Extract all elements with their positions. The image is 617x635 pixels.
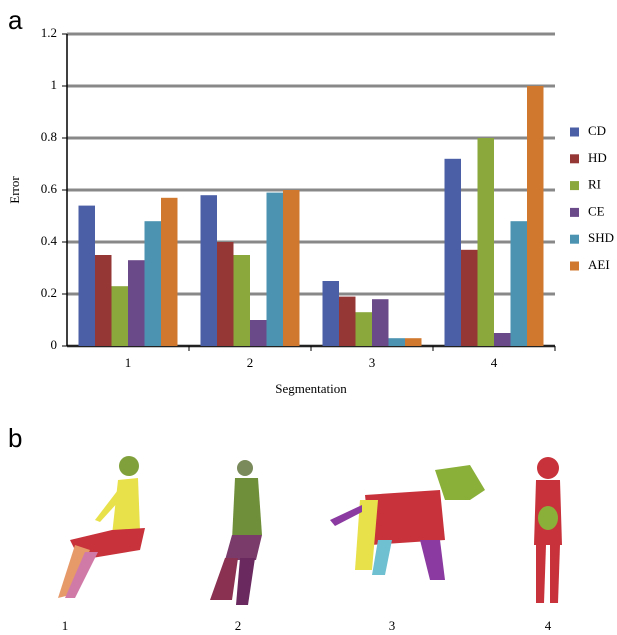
- bar: [234, 255, 251, 346]
- bar: [95, 255, 112, 346]
- bar: [511, 221, 528, 346]
- bar: [494, 333, 511, 346]
- legend-label: AEI: [588, 257, 610, 272]
- legend-label: CE: [588, 203, 605, 218]
- image-caption: 1: [62, 618, 69, 633]
- y-tick-label: 1.2: [41, 25, 57, 40]
- image-caption: 3: [389, 618, 396, 633]
- bar: [128, 260, 145, 346]
- bar: [445, 159, 462, 346]
- bar: [283, 190, 300, 346]
- y-tick-label: 0.4: [41, 233, 58, 248]
- bar: [161, 198, 178, 346]
- x-axis-label: Segmentation: [275, 381, 347, 396]
- model-3: [330, 465, 485, 580]
- legend-swatch: [570, 208, 579, 217]
- legend-label: CD: [588, 123, 606, 138]
- bar: [267, 193, 284, 346]
- bar: [372, 299, 389, 346]
- legend-label: HD: [588, 150, 607, 165]
- y-tick-label: 1: [51, 77, 58, 92]
- model-4: [534, 457, 562, 603]
- legend-swatch: [570, 181, 579, 190]
- legend-label: RI: [588, 177, 601, 192]
- legend-swatch: [570, 128, 579, 137]
- y-tick-label: 0.8: [41, 129, 57, 144]
- bar: [389, 338, 406, 346]
- panel-label: a: [8, 5, 23, 35]
- bar: [79, 206, 96, 346]
- legend-label: SHD: [588, 230, 614, 245]
- x-tick-label: 2: [247, 355, 254, 370]
- bar: [112, 286, 129, 346]
- panel-label: b: [8, 423, 22, 453]
- legend-swatch: [570, 154, 579, 163]
- bar: [217, 242, 234, 346]
- y-tick-label: 0.6: [41, 181, 58, 196]
- bar: [527, 86, 544, 346]
- x-tick-label: 3: [369, 355, 376, 370]
- bar: [356, 312, 373, 346]
- y-tick-label: 0: [51, 337, 58, 352]
- bar: [339, 297, 356, 346]
- x-tick-label: 1: [125, 355, 132, 370]
- y-tick-label: 0.2: [41, 285, 57, 300]
- y-axis-label: Error: [7, 176, 22, 204]
- x-tick-label: 4: [491, 355, 498, 370]
- image-caption: 4: [545, 618, 552, 633]
- bar: [201, 195, 218, 346]
- image-caption: 2: [235, 618, 242, 633]
- bar: [145, 221, 162, 346]
- legend-swatch: [570, 235, 579, 244]
- bar: [405, 338, 422, 346]
- legend-swatch: [570, 262, 579, 271]
- figure: a b Segmentation Error: [0, 0, 617, 635]
- model-2: [210, 460, 262, 605]
- bar: [323, 281, 340, 346]
- bar: [478, 138, 495, 346]
- model-images: [58, 456, 562, 605]
- bar: [250, 320, 267, 346]
- bar: [461, 250, 478, 346]
- model-1: [58, 456, 145, 598]
